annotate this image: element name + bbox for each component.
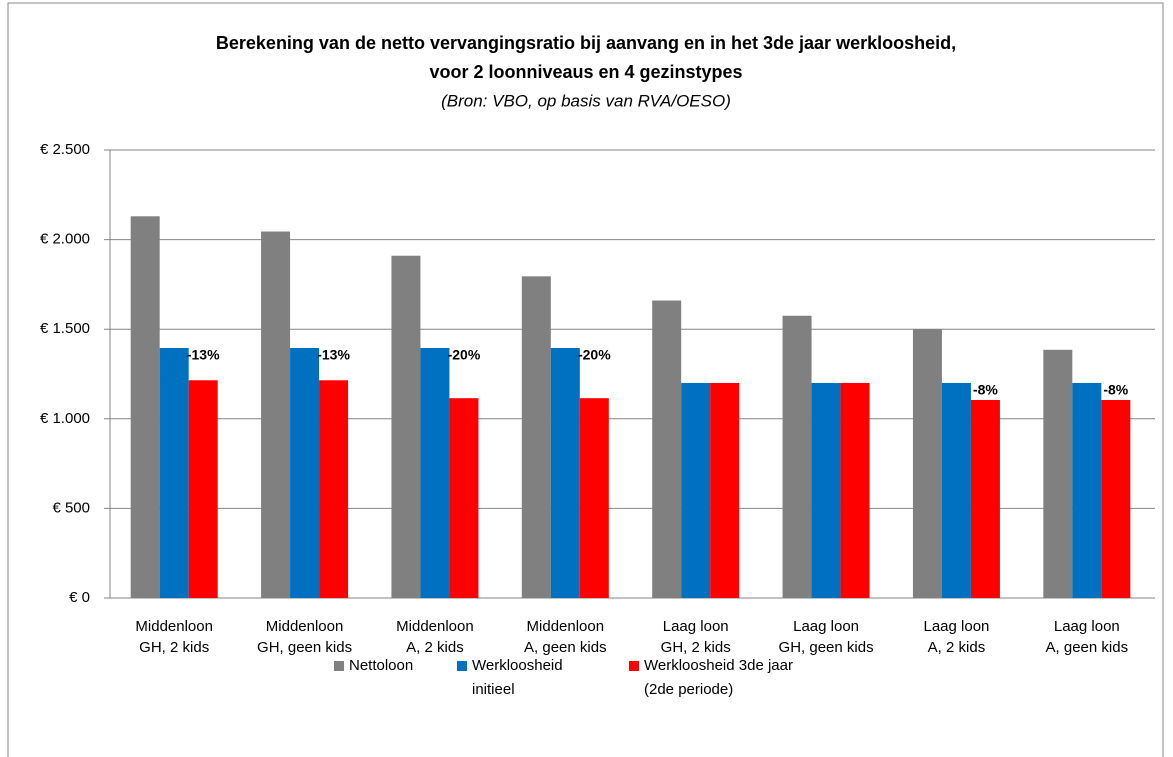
bar <box>420 348 450 598</box>
x-tick-label: GH, geen kids <box>257 639 352 656</box>
annotation: -13% <box>187 347 220 363</box>
y-tick-label: € 2.000 <box>40 231 90 248</box>
x-tick-label: Middenloon <box>135 618 213 635</box>
legend-label: Nettoloon <box>349 657 413 674</box>
chart-frame <box>7 2 1164 757</box>
bar <box>970 399 1000 598</box>
bar <box>188 380 218 598</box>
bar <box>652 300 682 598</box>
bar <box>710 382 740 598</box>
chart-title: Berekening van de netto vervangingsratio… <box>216 33 956 53</box>
legend-label: (2de periode) <box>644 681 733 698</box>
chart-subtitle: (Bron: VBO, op basis van RVA/OESO) <box>441 91 731 110</box>
bar <box>391 255 421 598</box>
annotation: -8% <box>1103 382 1128 398</box>
x-tick-label: Laag loon <box>923 618 989 635</box>
y-tick-label: € 500 <box>52 499 90 516</box>
legend-label: Werkloosheid <box>472 657 563 674</box>
annotation: -20% <box>578 347 611 363</box>
annotation: -20% <box>448 347 481 363</box>
x-tick-label: A, geen kids <box>1046 639 1129 656</box>
bar <box>912 329 942 598</box>
bar <box>159 348 189 598</box>
bar <box>840 382 870 598</box>
bar <box>811 382 841 598</box>
x-tick-label: GH, 2 kids <box>661 639 731 656</box>
x-tick-label: Laag loon <box>663 618 729 635</box>
bar <box>290 348 320 598</box>
x-tick-label: Middenloon <box>266 618 344 635</box>
annotation: -13% <box>317 347 350 363</box>
x-tick-label: Middenloon <box>527 618 605 635</box>
x-tick-label: GH, 2 kids <box>139 639 209 656</box>
bar <box>579 398 609 598</box>
bar <box>521 276 551 598</box>
bar <box>449 398 479 598</box>
x-tick-label: A, geen kids <box>524 639 607 656</box>
y-tick-label: € 2.500 <box>40 141 90 158</box>
annotation: -8% <box>973 382 998 398</box>
legend-swatch <box>334 661 344 671</box>
x-tick-label: A, 2 kids <box>406 639 464 656</box>
x-tick-label: Laag loon <box>1054 618 1120 635</box>
y-tick-label: € 1.000 <box>40 410 90 427</box>
y-tick-label: € 0 <box>69 589 90 606</box>
bar <box>941 382 971 598</box>
bar <box>261 231 291 598</box>
bar <box>1043 349 1073 598</box>
x-tick-label: Laag loon <box>793 618 859 635</box>
y-tick-label: € 1.500 <box>40 320 90 337</box>
bar <box>681 382 711 598</box>
bar <box>1072 382 1102 598</box>
legend-label: Werkloosheid 3de jaar <box>644 657 793 674</box>
bar <box>782 315 812 598</box>
x-tick-label: GH, geen kids <box>779 639 874 656</box>
legend-swatch <box>457 661 467 671</box>
bar <box>130 216 160 598</box>
legend-label: initieel <box>472 681 515 698</box>
x-tick-label: A, 2 kids <box>928 639 986 656</box>
chart-title: voor 2 loonniveaus en 4 gezinstypes <box>429 62 742 82</box>
x-tick-label: Middenloon <box>396 618 474 635</box>
bar <box>550 348 580 598</box>
bar <box>1101 399 1131 598</box>
bar <box>319 380 349 598</box>
legend-swatch <box>629 661 639 671</box>
